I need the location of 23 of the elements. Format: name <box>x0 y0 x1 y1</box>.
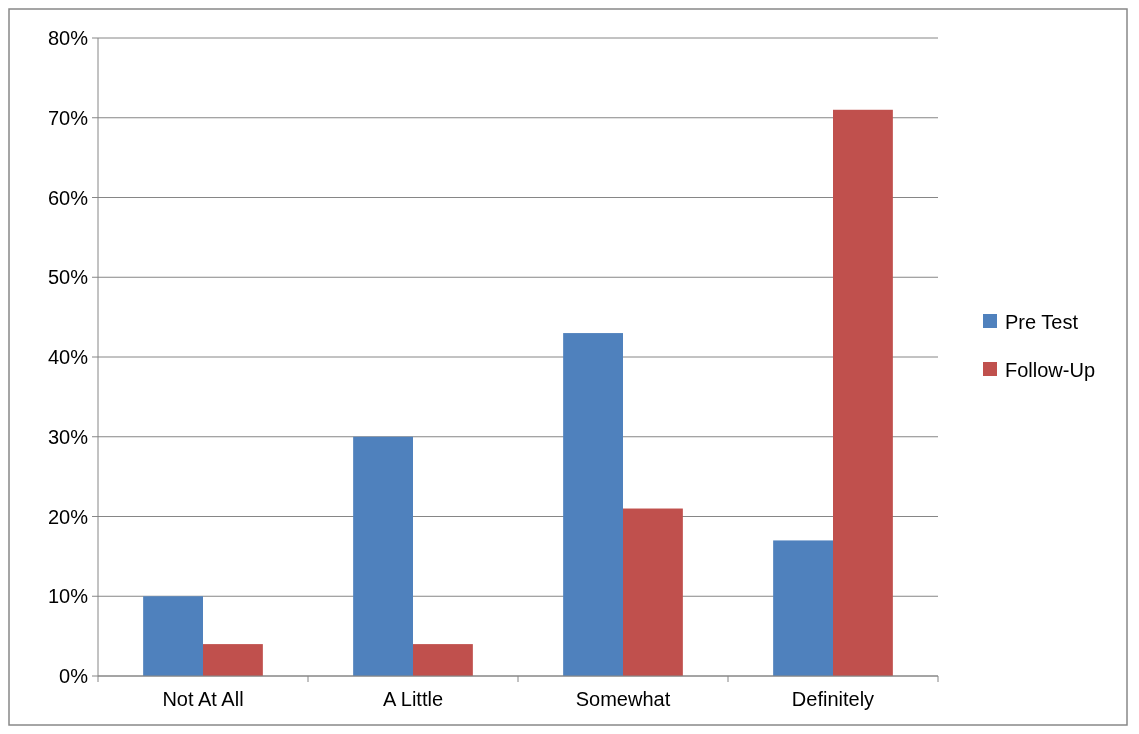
x-tick-label: Definitely <box>791 688 875 710</box>
bar <box>413 644 473 676</box>
y-tick-label: 60% <box>47 186 89 209</box>
legend-label: Follow-Up <box>1005 359 1096 381</box>
y-tick-label: 10% <box>47 585 89 608</box>
y-tick-label: 70% <box>47 106 89 129</box>
y-tick-label: 20% <box>47 505 89 528</box>
x-tick-label: Not At All <box>162 688 244 710</box>
bar <box>353 436 413 676</box>
y-tick-label: 0% <box>59 665 89 687</box>
bar <box>623 508 683 676</box>
legend-label: Pre Test <box>1005 311 1079 333</box>
y-tick-label: 40% <box>47 346 89 368</box>
bar <box>563 333 623 676</box>
x-tick-label: Somewhat <box>575 688 671 710</box>
bar <box>203 644 263 676</box>
bar <box>833 109 893 676</box>
y-tick-label: 50% <box>47 266 89 289</box>
y-tick-label: 30% <box>47 425 89 448</box>
y-tick-label: 80% <box>47 27 89 49</box>
x-tick-label: A Little <box>382 688 444 710</box>
bar <box>143 596 203 676</box>
bar <box>773 540 833 676</box>
